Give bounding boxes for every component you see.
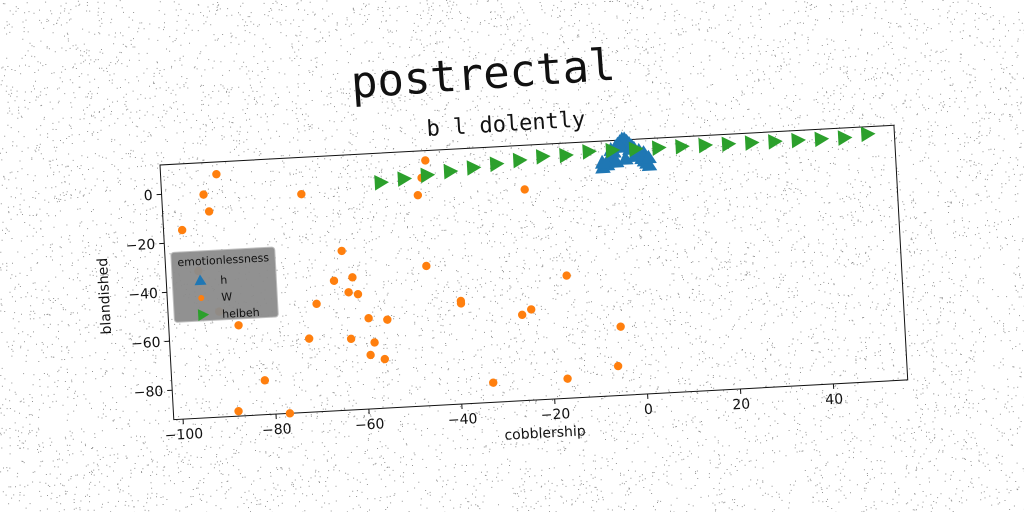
data-point-W — [422, 261, 431, 271]
y-tick-label: −80 — [133, 384, 163, 402]
x-tick-label: −80 — [262, 421, 292, 439]
legend-label: h — [220, 274, 228, 287]
chart-title: postrectal — [349, 40, 617, 109]
data-point-W — [370, 338, 379, 347]
x-tick-label: 20 — [732, 396, 751, 413]
data-point-W — [212, 170, 221, 179]
data-point-helbeh — [860, 126, 876, 143]
legend-label: helbeh — [222, 306, 260, 321]
data-point-helbeh — [489, 156, 505, 173]
data-point-W — [364, 314, 373, 323]
data-point-W — [413, 191, 423, 200]
data-point-W — [562, 271, 571, 280]
x-tick-label: −60 — [355, 416, 385, 434]
data-point-helbeh — [768, 134, 783, 150]
data-point-W — [353, 290, 363, 299]
y-axis-label: blandished — [95, 257, 115, 334]
data-point-W — [204, 207, 214, 216]
plot-area-frame — [159, 124, 909, 421]
y-tick-label: −20 — [125, 237, 155, 255]
data-point-W — [380, 354, 390, 364]
data-point-helbeh — [374, 175, 389, 191]
data-point-helbeh — [791, 132, 806, 149]
data-point-h — [641, 157, 658, 172]
data-point-helbeh — [559, 147, 574, 164]
data-point-helbeh — [698, 137, 714, 154]
data-point-h — [641, 149, 657, 164]
data-point-W — [563, 374, 572, 383]
y-tick-label: 0 — [143, 188, 153, 204]
data-point-W — [285, 409, 295, 418]
legend-title: emotionlessness — [177, 251, 270, 269]
x-tick-label: −20 — [540, 406, 570, 424]
data-point-W — [260, 376, 270, 385]
data-point-helbeh — [605, 142, 621, 159]
data-point-helbeh — [535, 149, 551, 165]
legend-label: W — [221, 290, 233, 304]
legend-marker-W — [198, 294, 205, 301]
data-point-h — [594, 154, 611, 169]
data-point-helbeh — [420, 167, 436, 184]
data-point-W — [489, 378, 498, 387]
data-point-W — [616, 322, 625, 331]
data-point-W — [456, 299, 466, 308]
data-point-W — [304, 334, 314, 343]
x-tick-label: −100 — [164, 426, 203, 444]
data-point-helbeh — [744, 135, 760, 151]
y-tick-label: −60 — [131, 335, 161, 353]
x-tick-label: 0 — [644, 402, 654, 418]
y-tick-label: −40 — [128, 286, 158, 304]
data-point-helbeh — [837, 130, 853, 146]
data-point-W — [520, 185, 529, 194]
x-tick-label: −40 — [447, 411, 477, 429]
chart-subtitle: b l dolently — [426, 107, 586, 142]
data-point-helbeh — [721, 136, 737, 153]
x-axis-label: cobblership — [504, 423, 586, 443]
data-point-W — [344, 288, 353, 297]
data-point-helbeh — [582, 144, 597, 160]
legend-marker-h — [194, 274, 207, 286]
data-point-W — [421, 156, 430, 165]
data-point-W — [234, 321, 243, 330]
data-point-W — [348, 273, 357, 282]
data-point-helbeh — [466, 160, 482, 176]
data-point-helbeh — [628, 141, 644, 158]
legend-box — [170, 246, 279, 323]
data-point-W — [329, 276, 339, 286]
data-point-W — [312, 299, 321, 309]
data-point-W — [297, 189, 306, 199]
data-point-W — [199, 190, 208, 199]
data-point-W — [177, 225, 187, 235]
data-point-W — [346, 334, 356, 344]
legend-marker-helbeh — [197, 309, 210, 322]
data-point-helbeh — [814, 131, 830, 148]
data-point-W — [613, 361, 623, 371]
data-point-helbeh — [397, 171, 413, 187]
data-point-W — [517, 310, 527, 320]
data-point-W — [527, 305, 536, 314]
data-point-W — [234, 407, 243, 416]
data-point-W — [383, 315, 392, 324]
data-point-helbeh — [675, 139, 690, 155]
data-point-W — [366, 350, 375, 360]
data-point-helbeh — [512, 152, 528, 169]
data-point-helbeh — [443, 163, 459, 180]
data-point-helbeh — [651, 140, 667, 156]
x-tick-label: 40 — [825, 391, 844, 408]
data-point-W — [337, 246, 346, 256]
